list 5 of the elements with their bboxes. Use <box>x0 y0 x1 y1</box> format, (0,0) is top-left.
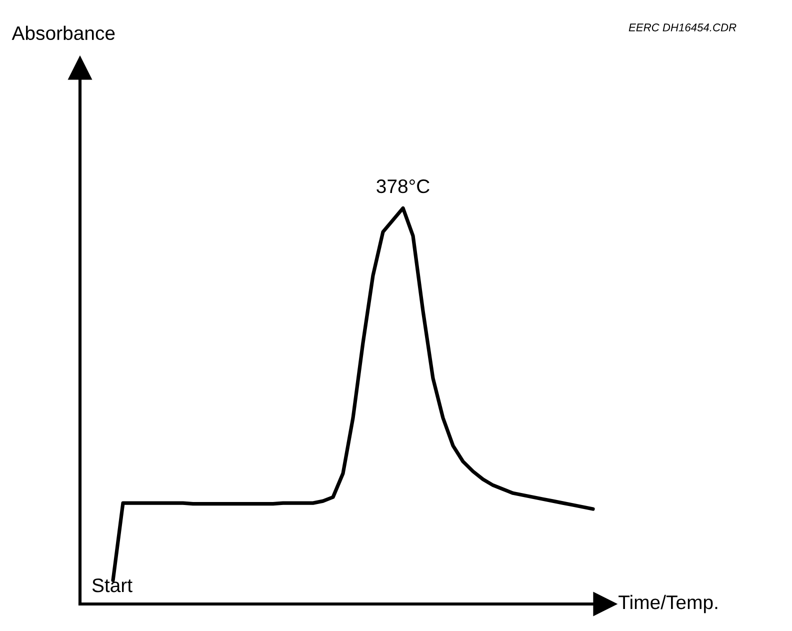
text: EERC DH16454.CDR <box>628 24 736 32</box>
annotation: 378°C <box>376 179 430 194</box>
annotation: Start <box>92 578 132 592</box>
x-axis-title: Time/Temp. <box>618 594 718 614</box>
text: Absorbance <box>12 26 115 40</box>
